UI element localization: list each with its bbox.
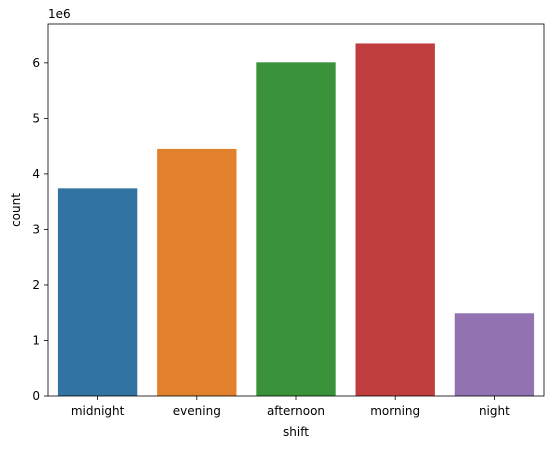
x-tick-label: midnight <box>71 404 125 418</box>
bars <box>57 43 535 397</box>
y-axis-label: count <box>9 193 23 227</box>
y-offset-label: 1e6 <box>48 7 71 21</box>
bar-midnight <box>57 188 138 396</box>
x-tick-label: evening <box>173 404 221 418</box>
y-tick-label: 3 <box>32 222 40 236</box>
y-tick-label: 5 <box>32 111 40 125</box>
bar-morning <box>355 43 435 397</box>
bar-night <box>454 313 535 396</box>
x-tick-label: morning <box>370 404 420 418</box>
x-axis-label: shift <box>283 425 309 439</box>
y-tick-label: 0 <box>32 389 40 403</box>
y-tick-label: 2 <box>32 278 40 292</box>
y-tick-label: 1 <box>32 333 40 347</box>
y-tick-label: 6 <box>32 56 40 70</box>
x-ticks: midnight evening afternoon morning night <box>71 396 510 418</box>
bar-afternoon <box>256 62 336 396</box>
y-ticks: 0 1 2 3 4 5 6 <box>32 56 48 403</box>
y-tick-label: 4 <box>32 167 40 181</box>
bar-evening <box>157 148 237 396</box>
x-tick-label: afternoon <box>267 404 325 418</box>
x-tick-label: night <box>479 404 510 418</box>
